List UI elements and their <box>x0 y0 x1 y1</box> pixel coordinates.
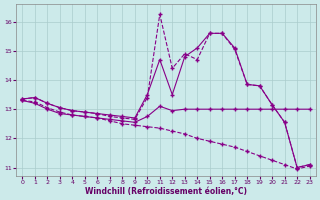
X-axis label: Windchill (Refroidissement éolien,°C): Windchill (Refroidissement éolien,°C) <box>85 187 247 196</box>
